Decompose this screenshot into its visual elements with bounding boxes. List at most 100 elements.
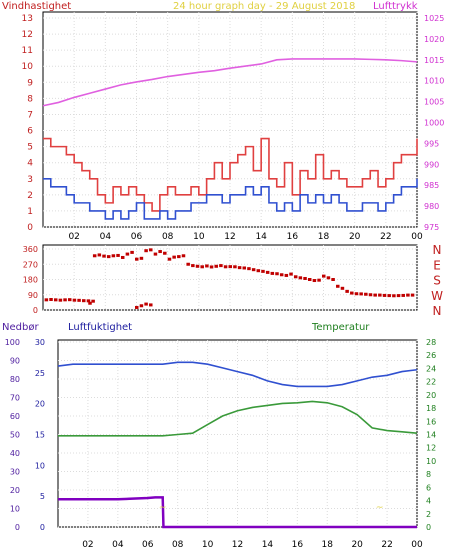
wind-direction-point <box>181 254 186 258</box>
wind-direction-point <box>387 294 391 298</box>
wind-direction-point <box>233 265 237 269</box>
wind-direction-point <box>72 298 77 302</box>
humidity-tick: 20 <box>35 400 45 409</box>
x-tick-label: 22 <box>381 540 392 550</box>
temperature-tick: 4 <box>426 497 431 506</box>
chart-title: 24 hour graph day - 29 August 2018 <box>173 1 355 12</box>
wind-direction-point <box>191 264 195 268</box>
humidity-tick: 5 <box>40 492 45 501</box>
wind-direction-point <box>86 299 91 303</box>
wind-direction-point <box>228 265 232 269</box>
x-tick-label: 00 <box>411 540 423 550</box>
wind-direction-point <box>88 301 92 305</box>
wind-speed-line <box>43 177 418 220</box>
pressure-tick-labels: 975 980 985 990 995 1000 1005 1010 1015 1020 1025 <box>424 14 444 232</box>
wind-speed-tick: 1 <box>27 207 33 217</box>
wind-speed-tick: 12 <box>22 30 33 40</box>
wind-direction-point <box>242 266 247 270</box>
compass-tick: N <box>433 243 442 257</box>
rain-humidity-temperature-x-tick-labels: 02 04 06 08 10 12 14 16 18 20 22 00 <box>82 540 423 550</box>
temperature-axis-label: Temperatur <box>311 322 370 333</box>
annotations: ~ ~ <box>159 503 383 513</box>
wind-speed-tick: 7 <box>27 110 33 120</box>
wind-direction-point <box>247 267 251 271</box>
wind-direction-point <box>293 275 298 279</box>
wind-direction-point <box>256 269 261 273</box>
rain-tick: 20 <box>10 486 20 495</box>
wind-direction-point <box>364 292 368 296</box>
compass-tick: S <box>433 274 441 288</box>
humidity-tick: 0 <box>40 523 45 532</box>
humidity-tick: 30 <box>35 338 45 347</box>
x-tick-label: 10 <box>202 540 214 550</box>
wind-direction-point <box>340 286 345 290</box>
wind-direction-point <box>102 254 106 258</box>
wind-direction-point <box>135 305 139 309</box>
wind-direction-point <box>167 257 172 261</box>
x-tick-label: 16 <box>287 232 299 242</box>
wind-speed-tick: 2 <box>27 191 33 201</box>
x-tick-label: 22 <box>380 232 391 242</box>
wind-direction-point <box>149 248 153 252</box>
pressure-tick: 1010 <box>424 77 444 86</box>
wind-direction-point <box>326 276 331 280</box>
wind-direction-point <box>149 303 153 307</box>
wind-direction-point <box>130 250 134 254</box>
wind-direction-point <box>44 298 49 302</box>
wind-direction-point <box>209 265 214 269</box>
wind-speed-tick: 13 <box>22 14 33 24</box>
annotation-label: ~ <box>376 503 384 513</box>
rain-tick: 100 <box>5 338 20 347</box>
wind-direction-point <box>378 293 382 297</box>
wind-direction-point <box>382 293 387 297</box>
pressure-axis-label: Lufttrykk <box>373 1 418 12</box>
pressure-line <box>42 58 418 107</box>
pressure-tick: 985 <box>424 181 439 190</box>
wind-direction-point <box>368 293 373 297</box>
rain-tick-labels: 0 10 20 30 40 50 60 70 80 90 100 <box>5 338 20 532</box>
wind-direction-point <box>205 264 209 268</box>
wind-direction-point <box>322 274 326 278</box>
wind-direction-point <box>298 276 303 280</box>
rain-tick: 60 <box>10 412 20 421</box>
wind-direction-point <box>116 253 120 257</box>
wind-direction-points <box>44 248 415 309</box>
temperature-tick: 2 <box>426 510 431 519</box>
x-tick-label: 04 <box>112 540 124 550</box>
temperature-tick: 16 <box>426 417 436 426</box>
pressure-tick: 975 <box>424 223 439 232</box>
wind-direction-point <box>125 252 130 256</box>
wind-direction-point <box>270 271 275 275</box>
temperature-tick: 24 <box>426 364 436 373</box>
wind-direction-point <box>195 264 200 268</box>
wind-direction-point <box>307 278 312 281</box>
wind-direction-point <box>396 294 401 298</box>
rain-line <box>58 496 417 529</box>
wind-direction-point <box>139 256 144 260</box>
x-tick-label: 08 <box>172 540 184 550</box>
wind-direction-point <box>177 255 181 259</box>
x-tick-label: 16 <box>292 540 304 550</box>
wind-direction-point <box>92 254 97 258</box>
wind-direction-point <box>63 298 67 302</box>
wind-direction-point <box>91 299 95 303</box>
pressure-tick: 980 <box>424 202 439 211</box>
temperature-tick: 18 <box>426 404 436 413</box>
rain-tick: 70 <box>10 394 20 403</box>
rain-tick: 40 <box>10 449 20 458</box>
direction-degree-tick-labels: 0 90 180 270 360 <box>23 245 38 315</box>
rain-axis-label: Nedbør <box>2 322 39 333</box>
humidity-axis-label: Luftfuktighet <box>68 322 132 333</box>
wind-direction-point <box>284 273 289 277</box>
pressure-tick: 1020 <box>424 35 444 44</box>
humidity-tick: 15 <box>35 431 45 440</box>
wind-direction-point <box>77 298 81 302</box>
wind-direction-point <box>49 297 53 301</box>
wind-direction-point <box>106 255 111 259</box>
wind-speed-tick: 8 <box>27 94 33 104</box>
wind-direction-point <box>214 264 218 268</box>
rain-humidity-temperature-grid <box>58 340 418 528</box>
pressure-tick: 1000 <box>424 119 444 128</box>
wind-direction-point <box>58 298 63 302</box>
